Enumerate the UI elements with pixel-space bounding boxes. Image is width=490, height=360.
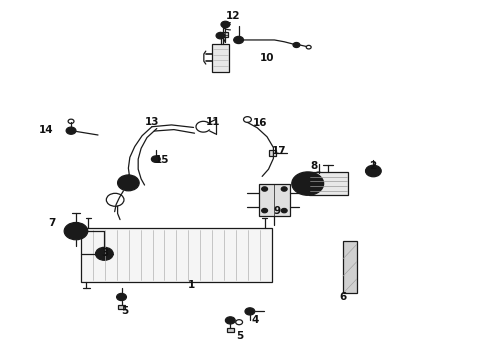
Bar	[315, 176, 322, 180]
Circle shape	[292, 172, 323, 195]
Text: 5: 5	[122, 306, 128, 316]
Circle shape	[262, 208, 268, 213]
Bar	[212, 44, 229, 72]
Bar	[222, 32, 228, 37]
Text: 17: 17	[272, 146, 287, 156]
Circle shape	[66, 127, 76, 134]
Bar	[118, 305, 125, 309]
Bar	[227, 328, 234, 332]
Circle shape	[216, 32, 225, 39]
Bar	[81, 228, 272, 282]
Text: 13: 13	[145, 117, 159, 127]
Circle shape	[64, 222, 88, 240]
Circle shape	[117, 293, 126, 301]
Text: 11: 11	[206, 117, 220, 127]
Text: 12: 12	[225, 11, 240, 21]
Circle shape	[293, 42, 300, 48]
Text: 14: 14	[39, 125, 54, 135]
Circle shape	[262, 187, 268, 191]
Text: 16: 16	[252, 118, 267, 128]
Circle shape	[314, 172, 323, 179]
Circle shape	[221, 21, 230, 28]
Bar	[309, 172, 348, 195]
Text: 8: 8	[310, 161, 317, 171]
Circle shape	[366, 165, 381, 177]
Text: 10: 10	[260, 53, 274, 63]
Circle shape	[118, 175, 139, 191]
Circle shape	[96, 247, 113, 260]
Circle shape	[234, 36, 244, 44]
Text: 7: 7	[48, 218, 55, 228]
Bar	[343, 241, 357, 293]
Text: 3: 3	[102, 248, 109, 258]
Circle shape	[281, 187, 287, 191]
Text: 5: 5	[237, 330, 244, 341]
Circle shape	[245, 308, 255, 315]
Bar	[269, 150, 276, 156]
Text: 1: 1	[188, 280, 195, 290]
Circle shape	[225, 317, 235, 324]
Circle shape	[281, 208, 287, 213]
Circle shape	[151, 156, 160, 162]
Text: 15: 15	[154, 155, 169, 165]
Text: 9: 9	[273, 206, 280, 216]
Bar	[259, 184, 290, 216]
Text: 2: 2	[369, 161, 376, 171]
Text: 4: 4	[251, 315, 259, 325]
Text: 6: 6	[340, 292, 346, 302]
